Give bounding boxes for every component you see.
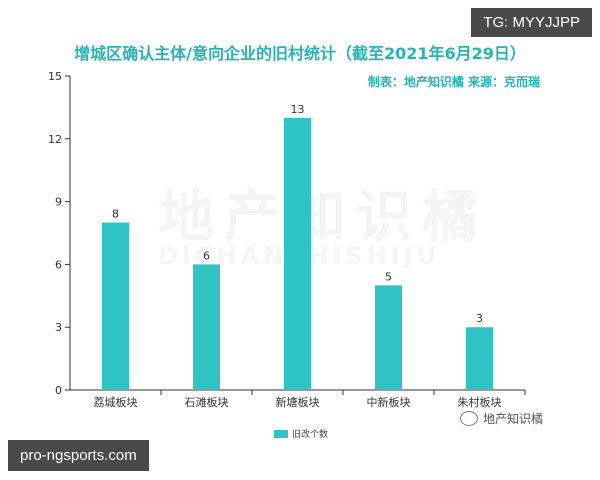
y-tick-label: 0 — [55, 384, 62, 397]
y-tick-label: 15 — [48, 70, 62, 83]
x-tick-label: 新塘板块 — [276, 395, 320, 409]
y-tick-label: 12 — [48, 133, 62, 146]
y-tick-label: 3 — [55, 321, 62, 334]
legend-label: 旧改个数 — [292, 430, 329, 440]
data-label: 5 — [385, 270, 392, 283]
data-label: 13 — [291, 103, 305, 116]
chart-title: 增城区确认主体/意向企业的旧村统计（截至2021年6月29日） — [74, 44, 526, 63]
data-label: 3 — [476, 312, 483, 325]
bar — [466, 327, 493, 390]
bar — [375, 285, 402, 390]
x-tick-label: 荔城板块 — [94, 395, 138, 409]
y-tick-label: 9 — [55, 196, 62, 209]
data-label: 8 — [112, 208, 119, 221]
legend[interactable]: 旧改个数 — [274, 427, 328, 440]
wechat-label: 地产知识橘 — [483, 412, 544, 426]
bar — [284, 117, 311, 390]
wechat-icon — [460, 411, 478, 426]
x-tick-label: 中新板块 — [367, 395, 411, 409]
x-tick-label: 石滩板块 — [185, 395, 229, 409]
y-tick-label: 6 — [55, 258, 62, 271]
telegram-badge: TG: MYYJJPP — [471, 8, 592, 37]
legend-swatch — [274, 429, 288, 438]
bar — [193, 264, 220, 390]
x-tick-label: 朱村板块 — [458, 395, 502, 409]
data-label: 6 — [203, 249, 210, 262]
watermark-chinese: 地产知识橘 — [158, 172, 488, 253]
chart-credit: 制表：地产知识橘 来源：克而瑞 — [367, 75, 540, 89]
wechat-watermark: 地产知识橘 — [460, 410, 543, 427]
bar — [102, 222, 129, 390]
site-badge: pro-ngsports.com — [8, 440, 149, 471]
